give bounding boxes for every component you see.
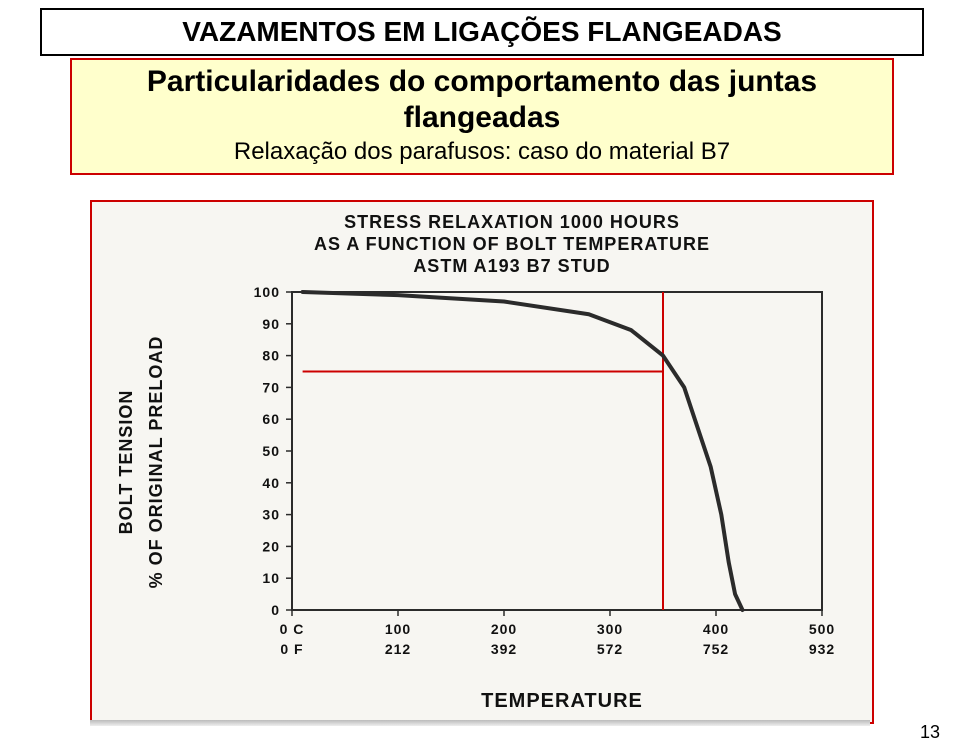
relaxation-chart: STRESS RELAXATION 1000 HOURS AS A FUNCTI… [90, 200, 874, 724]
x-tick-c: 0 C [280, 621, 305, 637]
y-tick-label: 40 [262, 475, 280, 491]
subtitle-line3: Relaxação dos parafusos: caso do materia… [72, 136, 892, 167]
relaxation-curve [303, 292, 743, 610]
x-tick-f: 392 [491, 641, 517, 657]
chart-title-3: ASTM A193 B7 STUD [413, 256, 610, 276]
crosshair [303, 292, 663, 610]
page-title: VAZAMENTOS EM LIGAÇÕES FLANGEADAS [182, 16, 781, 47]
x-tick-f: 572 [597, 641, 623, 657]
subtitle-line2: flangeadas [72, 100, 892, 136]
y-tick-label: 90 [262, 316, 280, 332]
page-number: 13 [920, 722, 940, 743]
y-tick-label: 10 [262, 570, 280, 586]
subtitle-box: Particularidades do comportamento das ju… [70, 58, 894, 175]
y-tick-label: 70 [262, 379, 280, 395]
chart-shadow [90, 720, 870, 726]
x-axis-label: TEMPERATURE [481, 690, 643, 712]
x-tick-c: 100 [385, 621, 411, 637]
x-tick-c: 400 [703, 621, 729, 637]
subtitle-line1: Particularidades do comportamento das ju… [72, 64, 892, 100]
chart-title-2: AS A FUNCTION OF BOLT TEMPERATURE [314, 234, 710, 254]
x-tick-c: 500 [809, 621, 835, 637]
y-axis-label-2: % OF ORIGINAL PRELOAD [146, 336, 166, 589]
y-tick-label: 100 [254, 284, 280, 300]
y-tick-label: 30 [262, 507, 280, 523]
x-tick-f: 932 [809, 641, 835, 657]
plot-frame [292, 292, 822, 610]
y-tick-label: 20 [262, 538, 280, 554]
y-ticks: 0 10 20 30 40 50 60 70 80 90 100 [254, 284, 292, 618]
x-tick-f: 212 [385, 641, 411, 657]
x-tick-c: 200 [491, 621, 517, 637]
y-tick-label: 50 [262, 443, 280, 459]
chart-svg: STRESS RELAXATION 1000 HOURS AS A FUNCTI… [92, 202, 872, 722]
y-tick-label: 0 [271, 602, 280, 618]
page-title-box: VAZAMENTOS EM LIGAÇÕES FLANGEADAS [40, 8, 924, 56]
x-tick-f: 0 F [280, 641, 303, 657]
y-axis-label-1: BOLT TENSION [116, 390, 136, 535]
chart-title-1: STRESS RELAXATION 1000 HOURS [344, 212, 680, 232]
y-tick-label: 60 [262, 411, 280, 427]
x-tick-c: 300 [597, 621, 623, 637]
x-tick-f: 752 [703, 641, 729, 657]
y-tick-label: 80 [262, 348, 280, 364]
x-ticks: 0 C 0 F 100 212 200 392 300 572 400 752 500 932 [280, 610, 836, 657]
